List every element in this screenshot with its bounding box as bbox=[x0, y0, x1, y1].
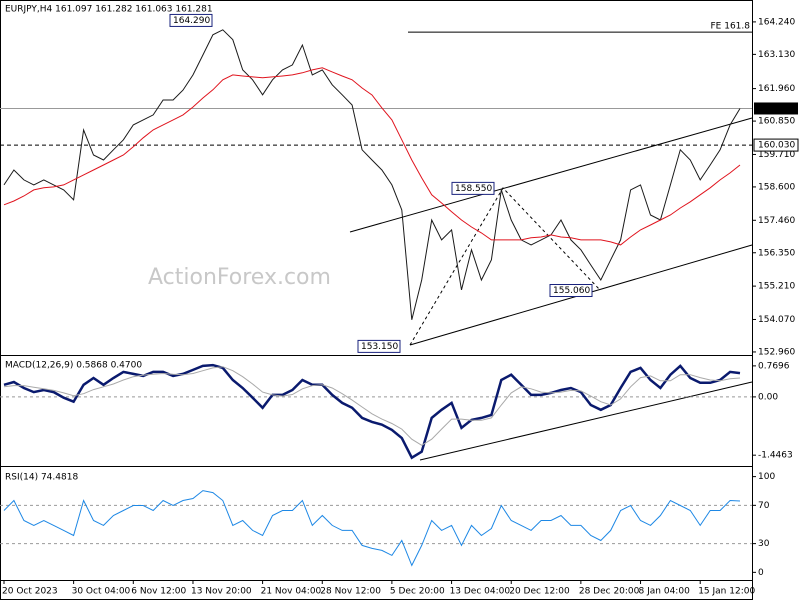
y-tick-label: 156.350 bbox=[758, 248, 795, 258]
y-tick-label: 159.710 bbox=[758, 150, 795, 160]
y-tick-label: 0.7696 bbox=[758, 361, 790, 371]
panel-title: RSI(14) 74.4818 bbox=[5, 473, 78, 483]
x-tick-label: 30 Oct 04:00 bbox=[72, 587, 131, 597]
y-tick-label: 163.130 bbox=[758, 50, 795, 60]
y-tick-label: 157.460 bbox=[758, 216, 795, 226]
series-line bbox=[3, 29, 741, 320]
x-tick-label: 13 Nov 20:00 bbox=[191, 587, 252, 597]
price-label: 161.281 bbox=[758, 104, 795, 114]
x-tick-label: 20 Oct 2023 bbox=[2, 587, 58, 597]
panel-title: MACD(12,26,9) 0.5868 0.4700 bbox=[5, 361, 142, 371]
frame bbox=[0, 0, 753, 600]
fe-label: FE 161.8 bbox=[711, 22, 751, 32]
series-line bbox=[3, 363, 741, 460]
price-box bbox=[754, 102, 798, 115]
x-tick-label: 28 Dec 20:00 bbox=[579, 587, 640, 597]
swing-line bbox=[409, 187, 601, 346]
level-box bbox=[753, 138, 799, 152]
y-tick-label: 0.00 bbox=[758, 392, 778, 402]
pivot-label: 164.290 bbox=[173, 16, 210, 26]
y-tick-label: 161.960 bbox=[758, 84, 795, 94]
y-tick-label: 160.850 bbox=[758, 117, 795, 127]
pivot-label: 158.550 bbox=[455, 184, 492, 194]
x-tick-label: 21 Nov 04:00 bbox=[261, 587, 322, 597]
y-tick-label: 158.600 bbox=[758, 182, 795, 192]
chart-title: EURJPY,H4 161.097 161.282 161.063 161.28… bbox=[5, 5, 213, 15]
y-tick-label: 30 bbox=[758, 539, 770, 549]
series-line bbox=[3, 67, 741, 246]
watermark: ActionForex.com bbox=[148, 265, 331, 290]
x-tick-label: 6 Nov 12:00 bbox=[131, 587, 186, 597]
pivot-label: 153.150 bbox=[361, 342, 398, 352]
pivot-box bbox=[549, 284, 593, 298]
y-tick-label: 0 bbox=[758, 568, 764, 578]
pivot-box bbox=[357, 339, 401, 353]
macd-trend-line bbox=[419, 381, 753, 461]
y-tick-label: 154.070 bbox=[758, 315, 795, 325]
y-tick-label: 164.240 bbox=[758, 17, 795, 27]
y-tick-label: 70 bbox=[758, 501, 770, 511]
channel-line bbox=[349, 117, 753, 233]
pivot-label: 155.060 bbox=[553, 286, 590, 296]
x-tick-label: 28 Nov 12:00 bbox=[320, 587, 381, 597]
series-line bbox=[3, 366, 741, 446]
x-tick-label: 13 Dec 04:00 bbox=[450, 587, 511, 597]
pivot-box bbox=[451, 181, 495, 195]
level-label: 160.030 bbox=[758, 141, 795, 151]
x-tick-label: 5 Dec 20:00 bbox=[390, 587, 445, 597]
series-line bbox=[3, 490, 741, 567]
y-tick-label: 155.210 bbox=[758, 282, 795, 292]
x-tick-label: 20 Dec 12:00 bbox=[509, 587, 570, 597]
pivot-box bbox=[169, 13, 213, 27]
x-tick-label: 8 Jan 04:00 bbox=[639, 587, 691, 597]
x-tick-label: 15 Jan 12:00 bbox=[698, 587, 755, 597]
y-tick-label: 152.960 bbox=[758, 347, 795, 357]
y-tick-label: -1.4463 bbox=[758, 451, 793, 461]
y-tick-label: 100 bbox=[758, 472, 775, 482]
